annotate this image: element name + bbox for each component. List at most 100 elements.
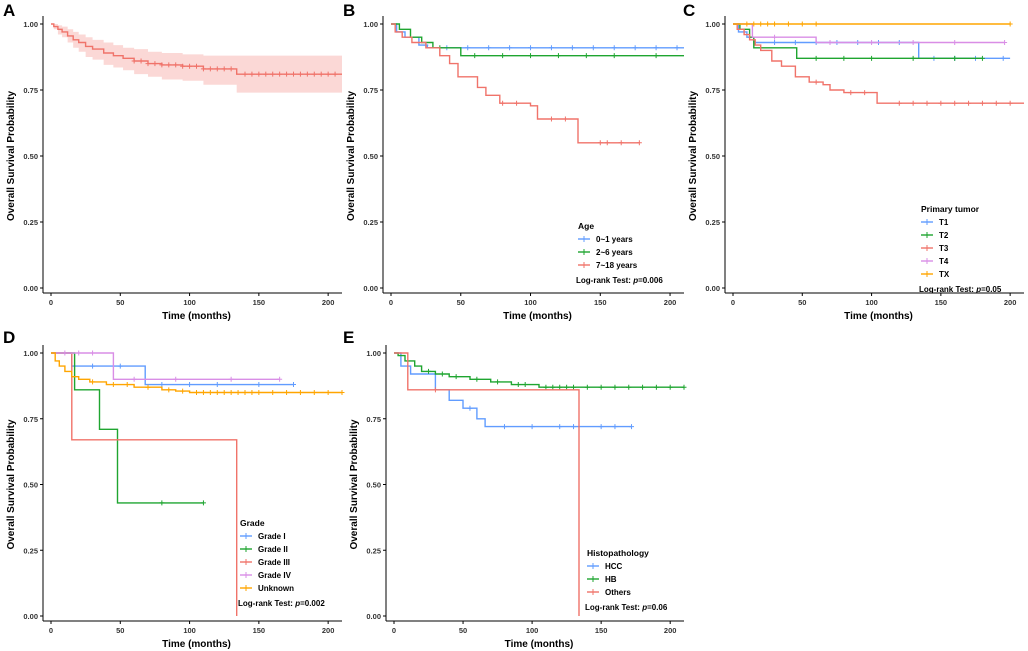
censor-mark [90,379,96,385]
censor-mark [284,71,290,77]
censor-mark [297,71,303,77]
x-tick-label: 200 [664,626,677,635]
y-tick-label: 0.25 [23,546,38,555]
censor-mark [952,55,958,61]
censor-mark [467,405,473,411]
censor-mark [653,384,659,390]
survival-curve [394,352,684,388]
censor-mark [291,382,296,388]
censor-mark [311,71,317,77]
y-tick-label: 0.75 [363,86,378,95]
censor-mark [200,500,206,506]
legend-label: TX [939,270,950,279]
p-value: =0.006 [638,276,663,285]
censor-mark [993,100,999,106]
censor-mark [569,45,575,51]
censor-mark [117,363,123,369]
censor-mark [952,100,958,106]
censor-mark [1000,55,1006,61]
y-axis-title: Overall Survival Probability [349,419,360,549]
censor-mark [681,384,687,390]
censor-mark [571,424,577,430]
censor-mark [557,384,563,390]
censor-mark [221,389,227,395]
y-tick-label: 0.25 [705,218,720,227]
survival-curve [391,23,684,49]
censor-mark [910,100,916,106]
y-tick-label: 0.25 [366,546,381,555]
log-rank-test: Log-rank Test: p=0.05 [919,285,1002,294]
censor-mark [626,384,632,390]
censor-mark [910,55,916,61]
survival-curve [51,352,342,394]
y-tick-label: 1.00 [705,20,720,29]
censor-mark [291,71,296,77]
x-tick-label: 0 [731,298,735,307]
censor-mark [242,389,248,395]
panel-label: B [343,1,355,20]
series-grade-ii [51,352,206,506]
censor-mark [966,100,972,106]
censor-mark [765,21,771,27]
y-axis-title: Overall Survival Probability [688,91,699,221]
y-tick-label: 1.00 [366,349,381,358]
censor-mark [110,382,116,388]
y-tick-label: 0.75 [705,86,720,95]
censor-mark [500,53,506,59]
censor-mark [207,389,213,395]
legend-label: Grade III [258,558,290,567]
legend: Primary tumor T1 T2 T3 T4 TX Log-rank Test: p=… [919,204,1002,294]
panel-label: E [343,328,354,347]
censor-mark [979,55,985,61]
y-tick-label: 0.50 [366,481,381,490]
censor-mark [159,500,165,506]
legend-item: Unknown [240,584,294,593]
p-symbol: p [975,285,981,294]
censor-mark [562,116,568,122]
censor-mark [528,45,534,51]
survival-curve [394,352,580,616]
panel-label: C [683,1,695,20]
censor-mark [474,376,480,382]
y-axis-title: Overall Survival Probability [6,91,17,221]
censor-mark [611,53,617,59]
censor-mark [221,66,227,72]
censor-mark [597,140,603,146]
censor-mark [813,55,819,61]
legend-label: 0~1 years [596,235,633,244]
censor-mark [256,382,262,388]
censor-mark [339,389,345,395]
censor-mark [145,61,151,67]
censor-mark [249,71,255,77]
censor-mark [62,350,68,356]
censor-mark [214,389,220,395]
y-tick-label: 1.00 [23,20,38,29]
censor-mark [612,384,618,390]
censor-mark [632,45,638,51]
series-hb [394,352,687,390]
legend-item: Grade I [240,532,286,541]
censor-mark [555,53,561,59]
censor-mark [495,379,501,385]
legend-label: Unknown [258,584,294,593]
log-rank-test: Log-rank Test: p=0.002 [238,599,325,608]
panel-a: A 0.00 0.25 0.50 0.75 1.00 0 50 100 150 200 Time (m… [3,1,342,322]
panel-label: D [3,328,15,347]
x-tick-label: 100 [526,626,539,635]
censor-mark [501,424,507,430]
legend-item: 2~6 years [578,248,633,257]
y-tick-label: 0.00 [366,612,381,621]
censor-mark [228,389,234,395]
legend-item: T1 [921,218,949,227]
x-axis-title: Time (months) [505,639,574,650]
censor-mark [557,424,563,430]
censor-mark [500,100,506,106]
legend-label: T2 [939,231,949,240]
legend-title: Histopathology [587,548,649,558]
log-rank-label: Log-rank Test: [919,285,976,294]
censor-mark [564,384,570,390]
censor-mark [194,63,199,69]
y-tick-label: 0.75 [366,415,381,424]
y-tick-label: 0.75 [23,86,38,95]
